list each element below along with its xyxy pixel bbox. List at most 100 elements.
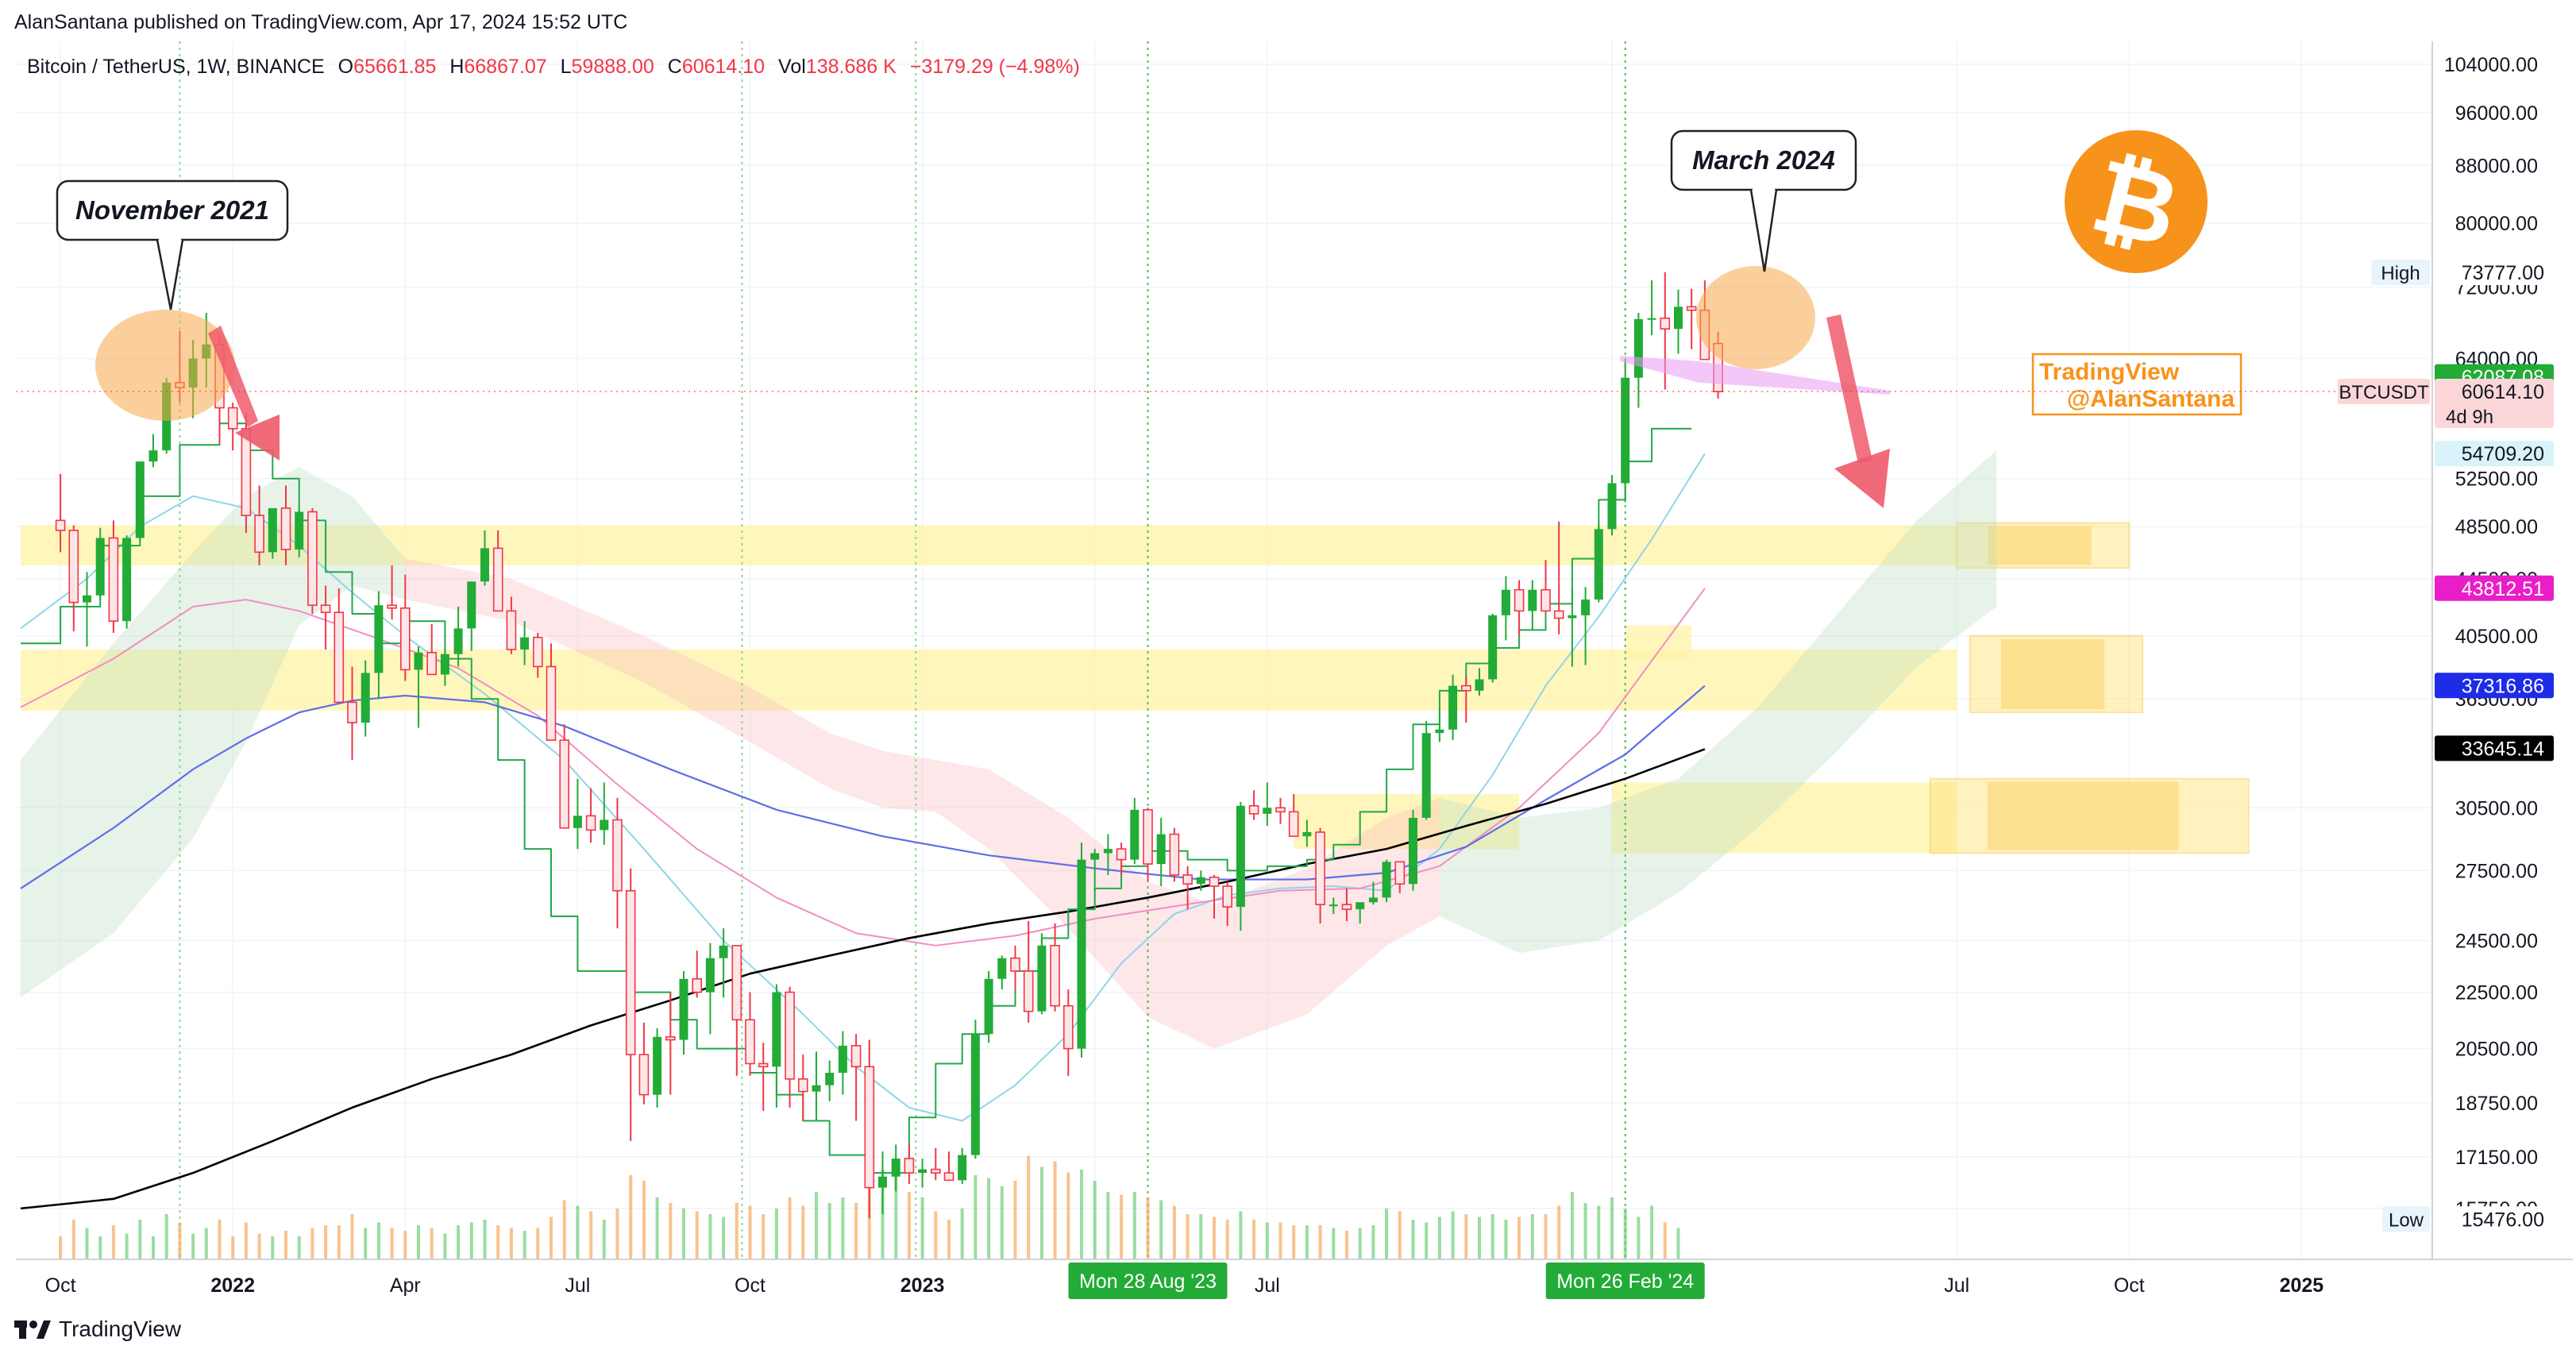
- volume-bar: [774, 1209, 778, 1259]
- volume-bar: [59, 1236, 63, 1259]
- volume-bar: [695, 1211, 699, 1259]
- volume-bar: [138, 1220, 142, 1259]
- volume-bar: [1292, 1225, 1296, 1259]
- candle: [943, 1151, 954, 1182]
- legend-change: −3179.29 (−4.98%): [909, 56, 1080, 78]
- candle: [1116, 842, 1127, 875]
- volume-bar: [920, 1197, 924, 1259]
- price-label-box: [2435, 259, 2554, 285]
- candle: [135, 461, 145, 541]
- volume-bar: [1358, 1228, 1362, 1259]
- candle-body: [1488, 615, 1498, 680]
- volume-bar: [987, 1178, 991, 1259]
- volume-bar: [403, 1231, 407, 1259]
- candle: [1382, 859, 1391, 903]
- price-label-value: 15476.00: [2462, 1209, 2544, 1231]
- candle: [1621, 358, 1630, 503]
- candle-body: [1607, 483, 1617, 530]
- volume-bar: [1146, 1197, 1150, 1259]
- date-badge-label: Mon 26 Feb '24: [1556, 1270, 1694, 1293]
- candle-body: [1248, 805, 1259, 815]
- candle-body: [241, 428, 252, 516]
- tradingview-footer[interactable]: TradingView: [14, 1317, 181, 1342]
- time-tick-label: Apr: [390, 1274, 421, 1297]
- candle-body: [1421, 733, 1431, 818]
- volume-bar: [125, 1233, 129, 1259]
- volume-bar: [1398, 1211, 1402, 1259]
- candle-body: [1037, 945, 1047, 1012]
- volume-bar: [1159, 1200, 1163, 1259]
- candle: [1169, 827, 1180, 882]
- ma-blue-line: [20, 684, 1706, 889]
- price-label-box: [2435, 441, 2554, 467]
- price-tick-label: 80000.00: [2455, 213, 2538, 235]
- candle-body: [1461, 684, 1471, 692]
- candle-body: [1236, 805, 1245, 908]
- candle: [878, 1151, 887, 1215]
- candle: [931, 1147, 941, 1181]
- volume-bar: [178, 1222, 182, 1259]
- candle: [1541, 560, 1551, 615]
- time-tick-label: 2023: [900, 1274, 945, 1297]
- candle-body: [95, 538, 105, 596]
- candle: [546, 643, 557, 741]
- candle-body: [1156, 834, 1166, 865]
- candle: [1103, 834, 1113, 875]
- candle: [1435, 708, 1444, 742]
- volume-bar: [1199, 1214, 1203, 1259]
- candle-body: [1355, 902, 1365, 910]
- volume-bar: [111, 1225, 115, 1259]
- candle-body: [772, 992, 781, 1067]
- candle: [1023, 921, 1034, 1023]
- candle-body: [797, 1078, 808, 1093]
- volume-bar: [1425, 1222, 1429, 1259]
- callout-label: November 2021: [75, 195, 269, 225]
- candle-body: [812, 1085, 821, 1092]
- candle: [745, 992, 755, 1076]
- candle: [1421, 720, 1431, 820]
- candle-body: [320, 604, 331, 614]
- volume-bar: [523, 1231, 526, 1259]
- candle: [1528, 580, 1537, 630]
- volume-bar: [1213, 1216, 1216, 1259]
- candle: [585, 788, 596, 843]
- volume-bar: [350, 1214, 354, 1259]
- volume-bar: [854, 1203, 858, 1259]
- volume-bar: [231, 1236, 235, 1259]
- price-tick-label: 52500.00: [2455, 468, 2538, 491]
- volume-bar: [841, 1197, 845, 1259]
- candle-body: [135, 461, 145, 538]
- volume-bar: [550, 1216, 553, 1259]
- candle-body: [612, 819, 623, 892]
- price-label-value: 60614.10: [2462, 381, 2544, 403]
- volume-bar: [1332, 1228, 1336, 1259]
- date-badge-box: [1545, 1263, 1705, 1299]
- candle-body: [1130, 809, 1140, 860]
- candle: [399, 574, 411, 681]
- candle: [1302, 819, 1312, 847]
- candle: [68, 525, 79, 632]
- time-tick-label: Oct: [2114, 1274, 2145, 1297]
- volume-bar: [324, 1225, 328, 1259]
- candle: [1037, 933, 1047, 1015]
- volume-bar: [152, 1236, 155, 1259]
- candle-body: [1409, 817, 1417, 885]
- candle: [665, 992, 676, 1095]
- volume-bar: [364, 1228, 368, 1259]
- candle-body: [440, 654, 449, 675]
- volume-bar: [974, 1175, 978, 1259]
- price-label-box: [2435, 575, 2554, 601]
- publisher-line: AlanSantana published on TradingView.com…: [14, 11, 628, 33]
- candle: [638, 1022, 650, 1105]
- candle-body: [1382, 862, 1391, 898]
- price-label-countdown: 4d 9h: [2446, 407, 2493, 428]
- time-tick-label: 2022: [210, 1274, 255, 1297]
- legend-low: L59888.00: [560, 56, 654, 78]
- symbol-name[interactable]: Bitcoin / TetherUS, 1W, BINANCE: [27, 56, 325, 78]
- candle: [958, 1147, 967, 1184]
- candle: [1475, 668, 1484, 696]
- mar-2024-top-highlight: [1696, 266, 1815, 369]
- candle: [1368, 881, 1378, 905]
- candle: [1196, 870, 1205, 891]
